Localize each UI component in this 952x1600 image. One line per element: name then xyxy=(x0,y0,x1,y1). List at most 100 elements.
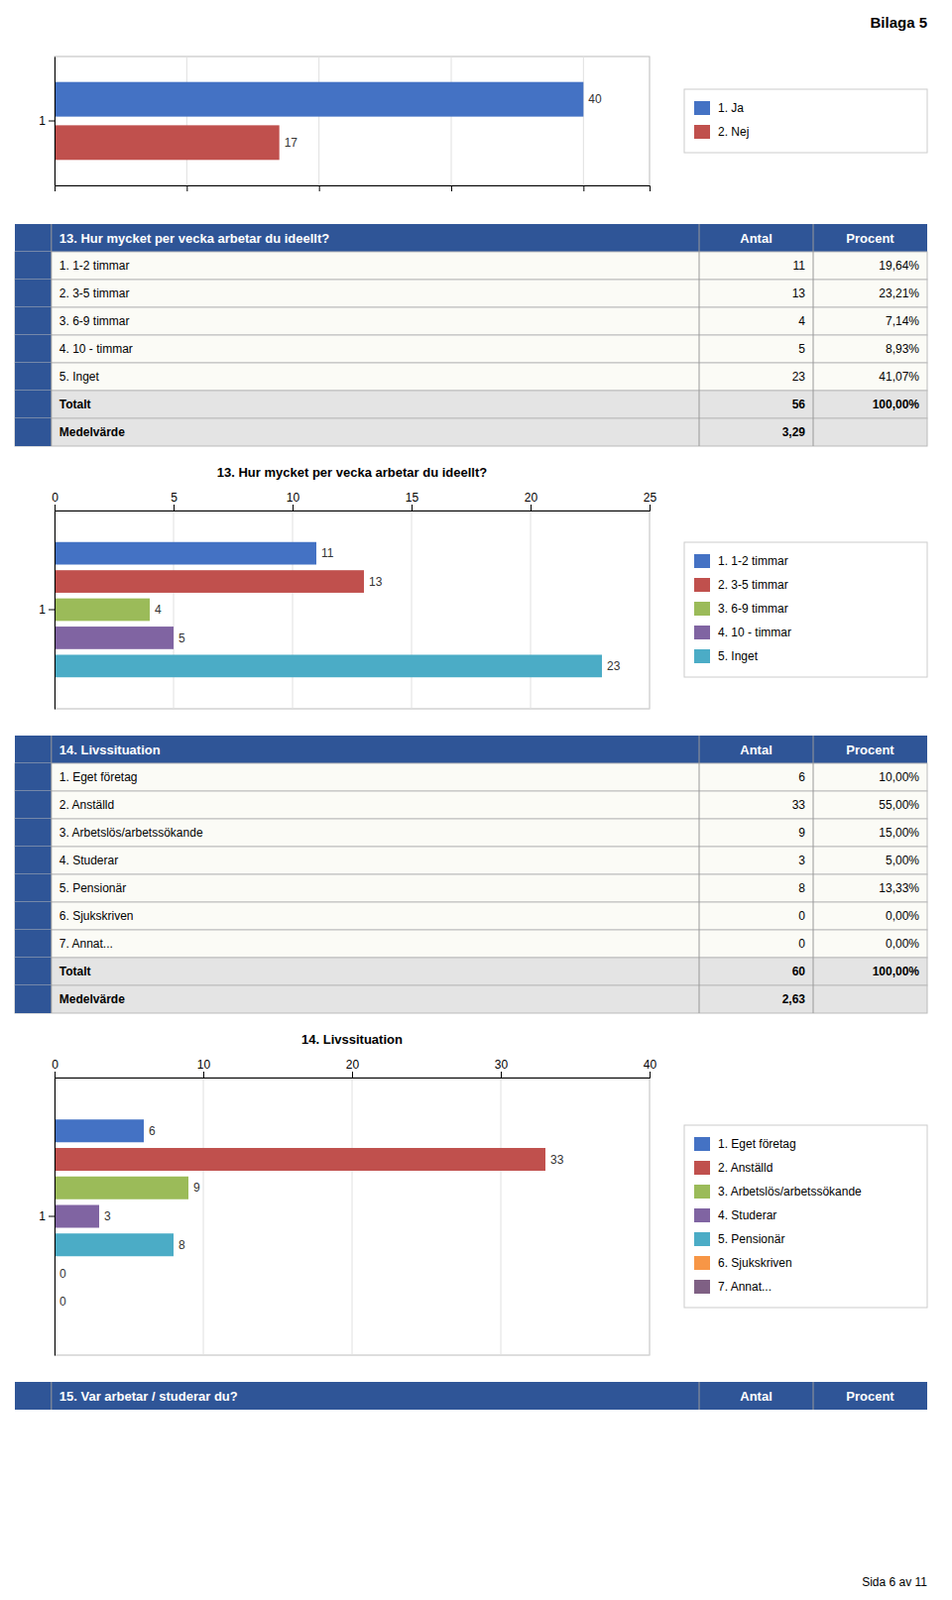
bar xyxy=(54,598,150,622)
y-axis-line xyxy=(54,511,56,711)
table-cell: 11 xyxy=(793,258,807,273)
data-label: 17 xyxy=(284,135,299,150)
table-row xyxy=(14,874,928,903)
bar-chart: 1113452310510152025 xyxy=(38,490,657,711)
legend-entry: 7. Annat... xyxy=(717,1280,772,1295)
table-summary-row xyxy=(14,985,928,1014)
grid-line xyxy=(411,510,413,710)
table-cell: 2,63 xyxy=(782,992,807,1007)
x-tick xyxy=(451,185,453,192)
legend-swatch xyxy=(694,625,711,640)
legend-entry: 1. Eget företag xyxy=(717,1137,797,1152)
table-summary-row xyxy=(14,957,928,986)
table-cell: 3 xyxy=(798,853,806,868)
grid-line xyxy=(173,510,175,710)
x-tick: 30 xyxy=(494,1058,509,1078)
grid-line xyxy=(352,1077,354,1356)
table-row xyxy=(14,930,928,958)
x-tick-line xyxy=(411,504,413,511)
table-cell: 9 xyxy=(798,826,806,840)
table-row-label: 3. 6-9 timmar xyxy=(59,314,130,329)
table-summary-row xyxy=(14,418,928,447)
bar xyxy=(54,1119,144,1143)
bar xyxy=(54,124,280,160)
y-axis-line xyxy=(54,1078,56,1357)
data-label: 23 xyxy=(606,659,621,674)
table: 15. Var arbetar / studerar du?AntalProce… xyxy=(14,1382,928,1411)
legend-entry: 4. Studerar xyxy=(717,1208,777,1223)
table-cell: 7,14% xyxy=(885,314,920,329)
table-row-strip xyxy=(14,819,52,847)
x-tick-label: 20 xyxy=(346,1058,360,1072)
table-row xyxy=(14,846,928,875)
x-tick-label: 30 xyxy=(494,1058,509,1072)
grid-line xyxy=(649,1077,651,1356)
y-tick: 1 xyxy=(38,602,55,617)
legend-entry: 1. 1-2 timmar xyxy=(717,554,789,569)
legend-box xyxy=(684,89,928,153)
legend-swatch xyxy=(694,601,711,616)
table-row-strip xyxy=(14,307,52,336)
table-cell: 8,93% xyxy=(885,342,920,357)
table-cell: 15,00% xyxy=(878,826,920,840)
table-row-label: 7. Annat... xyxy=(59,937,114,952)
grid-line xyxy=(500,1077,502,1356)
grid-line xyxy=(530,510,532,710)
bar xyxy=(54,1148,546,1172)
table-divider xyxy=(813,735,815,1014)
x-axis: 0510152025 xyxy=(51,490,657,512)
y-tick-label: 1 xyxy=(38,1209,46,1224)
legend-entry: 3. 6-9 timmar xyxy=(717,601,789,616)
x-tick: 0 xyxy=(51,1058,59,1078)
legend-entry: 1. Ja xyxy=(717,101,744,116)
legend: 1. Eget företag2. Anställd3. Arbetslös/a… xyxy=(684,1125,928,1309)
table-summary-row xyxy=(14,390,928,419)
table-cell: 56 xyxy=(792,397,807,412)
grid xyxy=(54,1077,650,1356)
table-row-strip xyxy=(14,957,52,986)
table-row-strip xyxy=(14,874,52,903)
bar-chart: 633938001010203040 xyxy=(38,1058,657,1357)
table-row-label: 4. Studerar xyxy=(59,853,119,868)
x-tick-line xyxy=(203,1071,205,1078)
table-cell: 10,00% xyxy=(878,770,920,785)
x-tick: 10 xyxy=(197,1058,212,1078)
table-cell: 8 xyxy=(798,881,806,896)
table-divider xyxy=(50,224,52,447)
table-row xyxy=(14,819,928,847)
table-cell: 100,00% xyxy=(872,397,921,412)
table-row-label: Medelvärde xyxy=(59,425,125,440)
table-row xyxy=(14,335,928,363)
table-column-header: Procent xyxy=(845,231,895,246)
page-footer: Sida 6 av 11 xyxy=(861,1575,928,1590)
grid-line xyxy=(583,56,585,186)
data-label: 6 xyxy=(148,1124,156,1139)
legend-swatch xyxy=(694,649,711,664)
legend-box xyxy=(684,1125,928,1309)
x-tick xyxy=(583,185,585,192)
plot-frame xyxy=(54,1077,650,1356)
table-row-label: 2. 3-5 timmar xyxy=(59,286,130,301)
y-axis: 1 xyxy=(38,511,55,711)
y-tick-line xyxy=(48,120,55,122)
x-tick-line xyxy=(451,185,453,192)
x-tick-label: 15 xyxy=(405,490,420,505)
table-cell: 41,07% xyxy=(878,369,920,384)
table-row xyxy=(14,279,928,308)
x-tick-line xyxy=(319,185,321,192)
table-row-label: 1. 1-2 timmar xyxy=(59,258,130,273)
table-cell: 5 xyxy=(798,342,806,357)
legend: 1. 1-2 timmar2. 3-5 timmar3. 6-9 timmar4… xyxy=(684,542,928,678)
x-tick-line xyxy=(292,504,294,511)
bar-chart: 40171 xyxy=(38,56,650,192)
legend-entry: 5. Pensionär xyxy=(717,1232,785,1247)
table-cell: 0,00% xyxy=(885,909,920,924)
table-row-label: 1. Eget företag xyxy=(59,770,138,785)
data-label: 0 xyxy=(59,1295,67,1309)
x-tick-line xyxy=(352,1071,354,1078)
legend-swatch xyxy=(694,554,711,569)
page: Bilaga 5401711. Ja2. Nej13. Hur mycket p… xyxy=(0,0,952,1600)
legend-swatch xyxy=(694,1208,711,1223)
table-row xyxy=(14,763,928,792)
legend-entry: 2. 3-5 timmar xyxy=(717,578,789,593)
